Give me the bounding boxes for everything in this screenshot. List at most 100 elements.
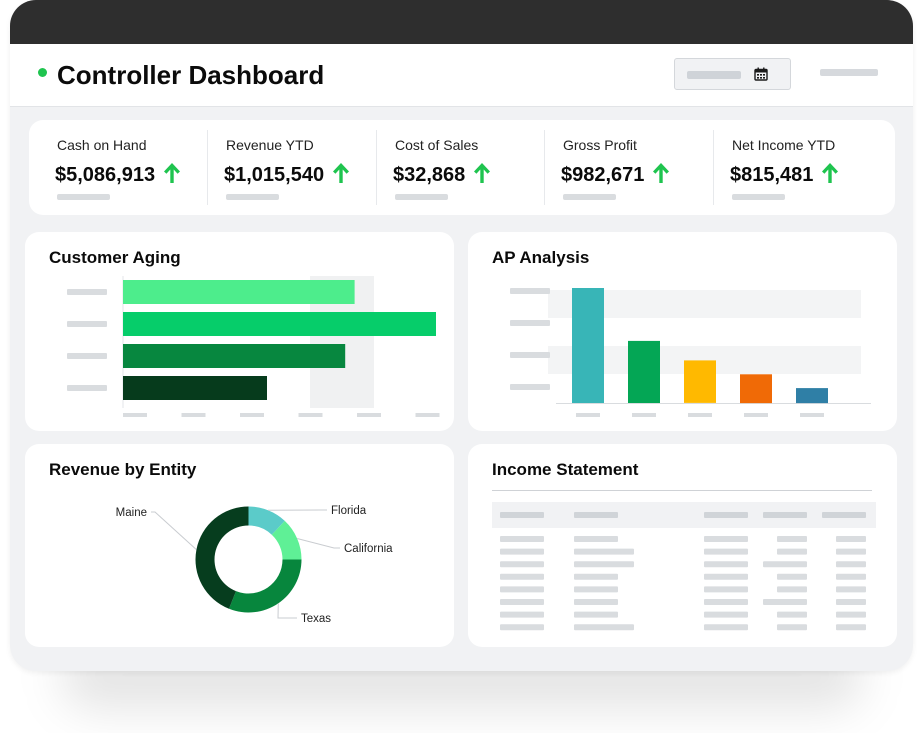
date-placeholder <box>687 71 741 79</box>
table-cell <box>836 599 866 605</box>
tick-label-placeholder <box>123 413 147 417</box>
tick-label-placeholder <box>357 413 381 417</box>
table-cell <box>763 561 807 568</box>
aging-bar[interactable] <box>123 344 346 368</box>
tick-label-placeholder <box>688 413 712 417</box>
table-header-cell <box>704 512 748 518</box>
table-cell <box>777 548 807 555</box>
table-cell <box>777 611 807 618</box>
ap-bar[interactable] <box>796 388 828 404</box>
card-title: AP Analysis <box>492 248 590 267</box>
kpi-cash-on-hand[interactable]: Cash on Hand $5,086,913 <box>39 130 207 205</box>
category-label-placeholder <box>67 289 107 295</box>
card-title: Revenue by Entity <box>49 460 197 479</box>
table-cell <box>574 573 618 580</box>
tick-label-placeholder <box>632 413 656 417</box>
card-title: Income Statement <box>492 460 639 479</box>
income-statement-card[interactable]: Income Statement <box>468 444 897 647</box>
kpi-cost-of-sales[interactable]: Cost of Sales $32,868 <box>376 130 545 205</box>
aging-bar[interactable] <box>123 312 436 336</box>
kpi-placeholder-bar <box>226 194 279 200</box>
header-menu-placeholder[interactable] <box>820 69 878 76</box>
tick-label-placeholder <box>800 413 824 417</box>
slice-label: Texas <box>301 613 331 625</box>
table-cell <box>500 573 544 580</box>
table-cell <box>500 586 544 593</box>
donut-slice[interactable] <box>271 520 302 560</box>
category-label-placeholder <box>67 385 107 391</box>
ap-bar[interactable] <box>684 360 716 403</box>
kpi-label: Net Income YTD <box>732 137 836 153</box>
arrow-up-icon <box>653 163 670 183</box>
income-statement-table <box>492 502 876 631</box>
window-title-bar <box>10 0 913 44</box>
leader-line <box>277 603 297 619</box>
table-cell <box>836 548 866 555</box>
table-cell <box>836 561 866 568</box>
table-cell <box>500 599 544 605</box>
page-header: Controller Dashboard <box>10 44 913 107</box>
revenue-donut-chart: Florida California Texas Maine <box>116 505 394 625</box>
title-divider <box>492 490 872 491</box>
table-cell <box>574 624 634 631</box>
ap-analysis-card[interactable]: AP Analysis <box>468 232 897 431</box>
table-cell <box>574 599 618 605</box>
table-cell <box>574 548 634 555</box>
kpi-placeholder-bar <box>57 194 110 200</box>
donut-slice[interactable] <box>195 506 249 609</box>
table-cell <box>704 536 748 542</box>
table-cell <box>704 611 748 618</box>
app-window: Controller Dashboard Cash on Hand $5,086… <box>10 0 913 671</box>
slice-label: California <box>344 543 393 555</box>
slice-label: Florida <box>331 505 367 517</box>
table-header-row <box>492 502 876 528</box>
customer-aging-card[interactable]: Customer Aging <box>25 232 454 431</box>
table-cell <box>704 548 748 555</box>
kpi-net-income-ytd[interactable]: Net Income YTD $815,481 <box>713 130 882 205</box>
table-cell <box>836 586 866 593</box>
table-cell <box>704 599 748 605</box>
kpi-strip: Cash on Hand $5,086,913 Revenue YTD $1,0… <box>29 120 895 215</box>
aging-bar[interactable] <box>123 376 267 400</box>
donut-slice[interactable] <box>228 559 302 613</box>
axis-label-placeholder <box>510 320 550 326</box>
kpi-revenue-ytd[interactable]: Revenue YTD $1,015,540 <box>207 130 376 205</box>
donut-slice[interactable] <box>248 506 285 535</box>
table-cell <box>777 624 807 631</box>
ap-bar[interactable] <box>572 288 604 403</box>
table-cell <box>704 561 748 568</box>
axis-label-placeholder <box>510 384 550 390</box>
table-cell <box>704 586 748 593</box>
table-cell <box>574 611 618 618</box>
tick-label-placeholder <box>181 413 206 417</box>
kpi-placeholder-bar <box>732 194 785 200</box>
kpi-value: $815,481 <box>730 162 839 187</box>
leader-line <box>151 511 197 550</box>
kpi-value: $5,086,913 <box>55 162 181 187</box>
aging-bar[interactable] <box>123 280 355 304</box>
customer-aging-chart <box>67 276 440 417</box>
table-cell <box>777 586 807 593</box>
category-label-placeholder <box>67 353 107 359</box>
slice-label: Maine <box>116 507 147 519</box>
leader-line <box>296 538 340 549</box>
table-cell <box>500 561 544 568</box>
tick-label-placeholder <box>298 413 323 417</box>
table-cell <box>500 548 544 555</box>
table-cell <box>836 624 866 631</box>
tick-label-placeholder <box>240 413 264 417</box>
table-header-cell <box>500 512 544 518</box>
axis-label-placeholder <box>510 288 550 294</box>
tick-label-placeholder <box>415 413 440 417</box>
table-header-cell <box>822 512 866 518</box>
ap-bar[interactable] <box>740 374 772 404</box>
kpi-placeholder-bar <box>563 194 616 200</box>
ap-bar[interactable] <box>628 340 660 403</box>
date-picker[interactable] <box>674 58 791 90</box>
revenue-by-entity-card[interactable]: Revenue by Entity Florida California Texas… <box>25 444 454 647</box>
kpi-gross-profit[interactable]: Gross Profit $982,671 <box>544 130 713 205</box>
page-title: Controller Dashboard <box>57 60 325 90</box>
axis-label-placeholder <box>510 352 550 358</box>
table-header-cell <box>574 512 618 518</box>
table-cell <box>836 611 866 618</box>
